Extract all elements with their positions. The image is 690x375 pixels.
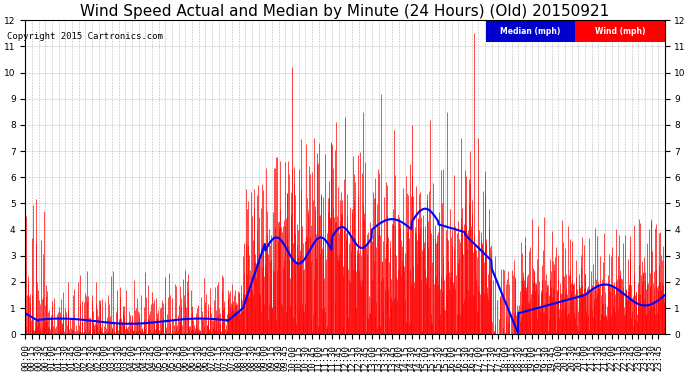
Title: Wind Speed Actual and Median by Minute (24 Hours) (Old) 20150921: Wind Speed Actual and Median by Minute (… <box>80 4 610 19</box>
Text: Copyright 2015 Cartronics.com: Copyright 2015 Cartronics.com <box>7 32 163 41</box>
